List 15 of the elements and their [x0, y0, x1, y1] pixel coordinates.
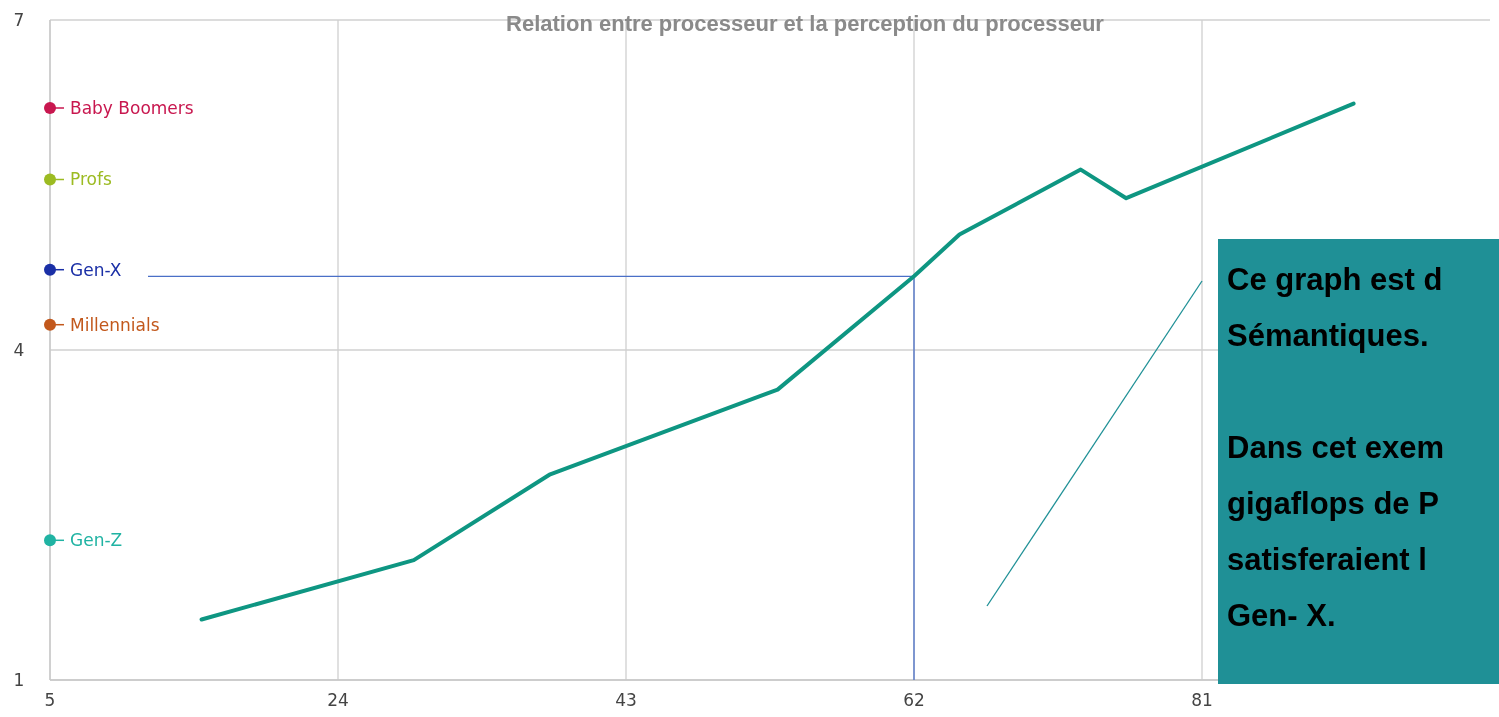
text: Ce graph est d Sémantiques. Dans cet exem gigaflops de P satisferaient l Gen- X.: [1227, 262, 1445, 633]
chart-title: Relation entre processeur et la perception du processeur: [506, 11, 1105, 36]
x-tick-label: 5: [44, 690, 56, 710]
x-tick-label: 81: [1191, 690, 1213, 710]
y-tick-label: 4: [13, 339, 25, 360]
series-label: Gen-Z: [70, 530, 123, 551]
y-tick-label: 7: [13, 9, 25, 30]
x-tick-label: 24: [327, 690, 349, 710]
series-label: Gen-X: [70, 259, 122, 280]
y-tick-label: 1: [13, 669, 25, 690]
x-tick-label: 43: [615, 690, 637, 710]
series-label: Profs: [70, 169, 112, 190]
series-label: Baby Boomers: [70, 97, 194, 118]
x-tick-label: 62: [903, 690, 925, 710]
series-label: Millennials: [70, 314, 160, 335]
